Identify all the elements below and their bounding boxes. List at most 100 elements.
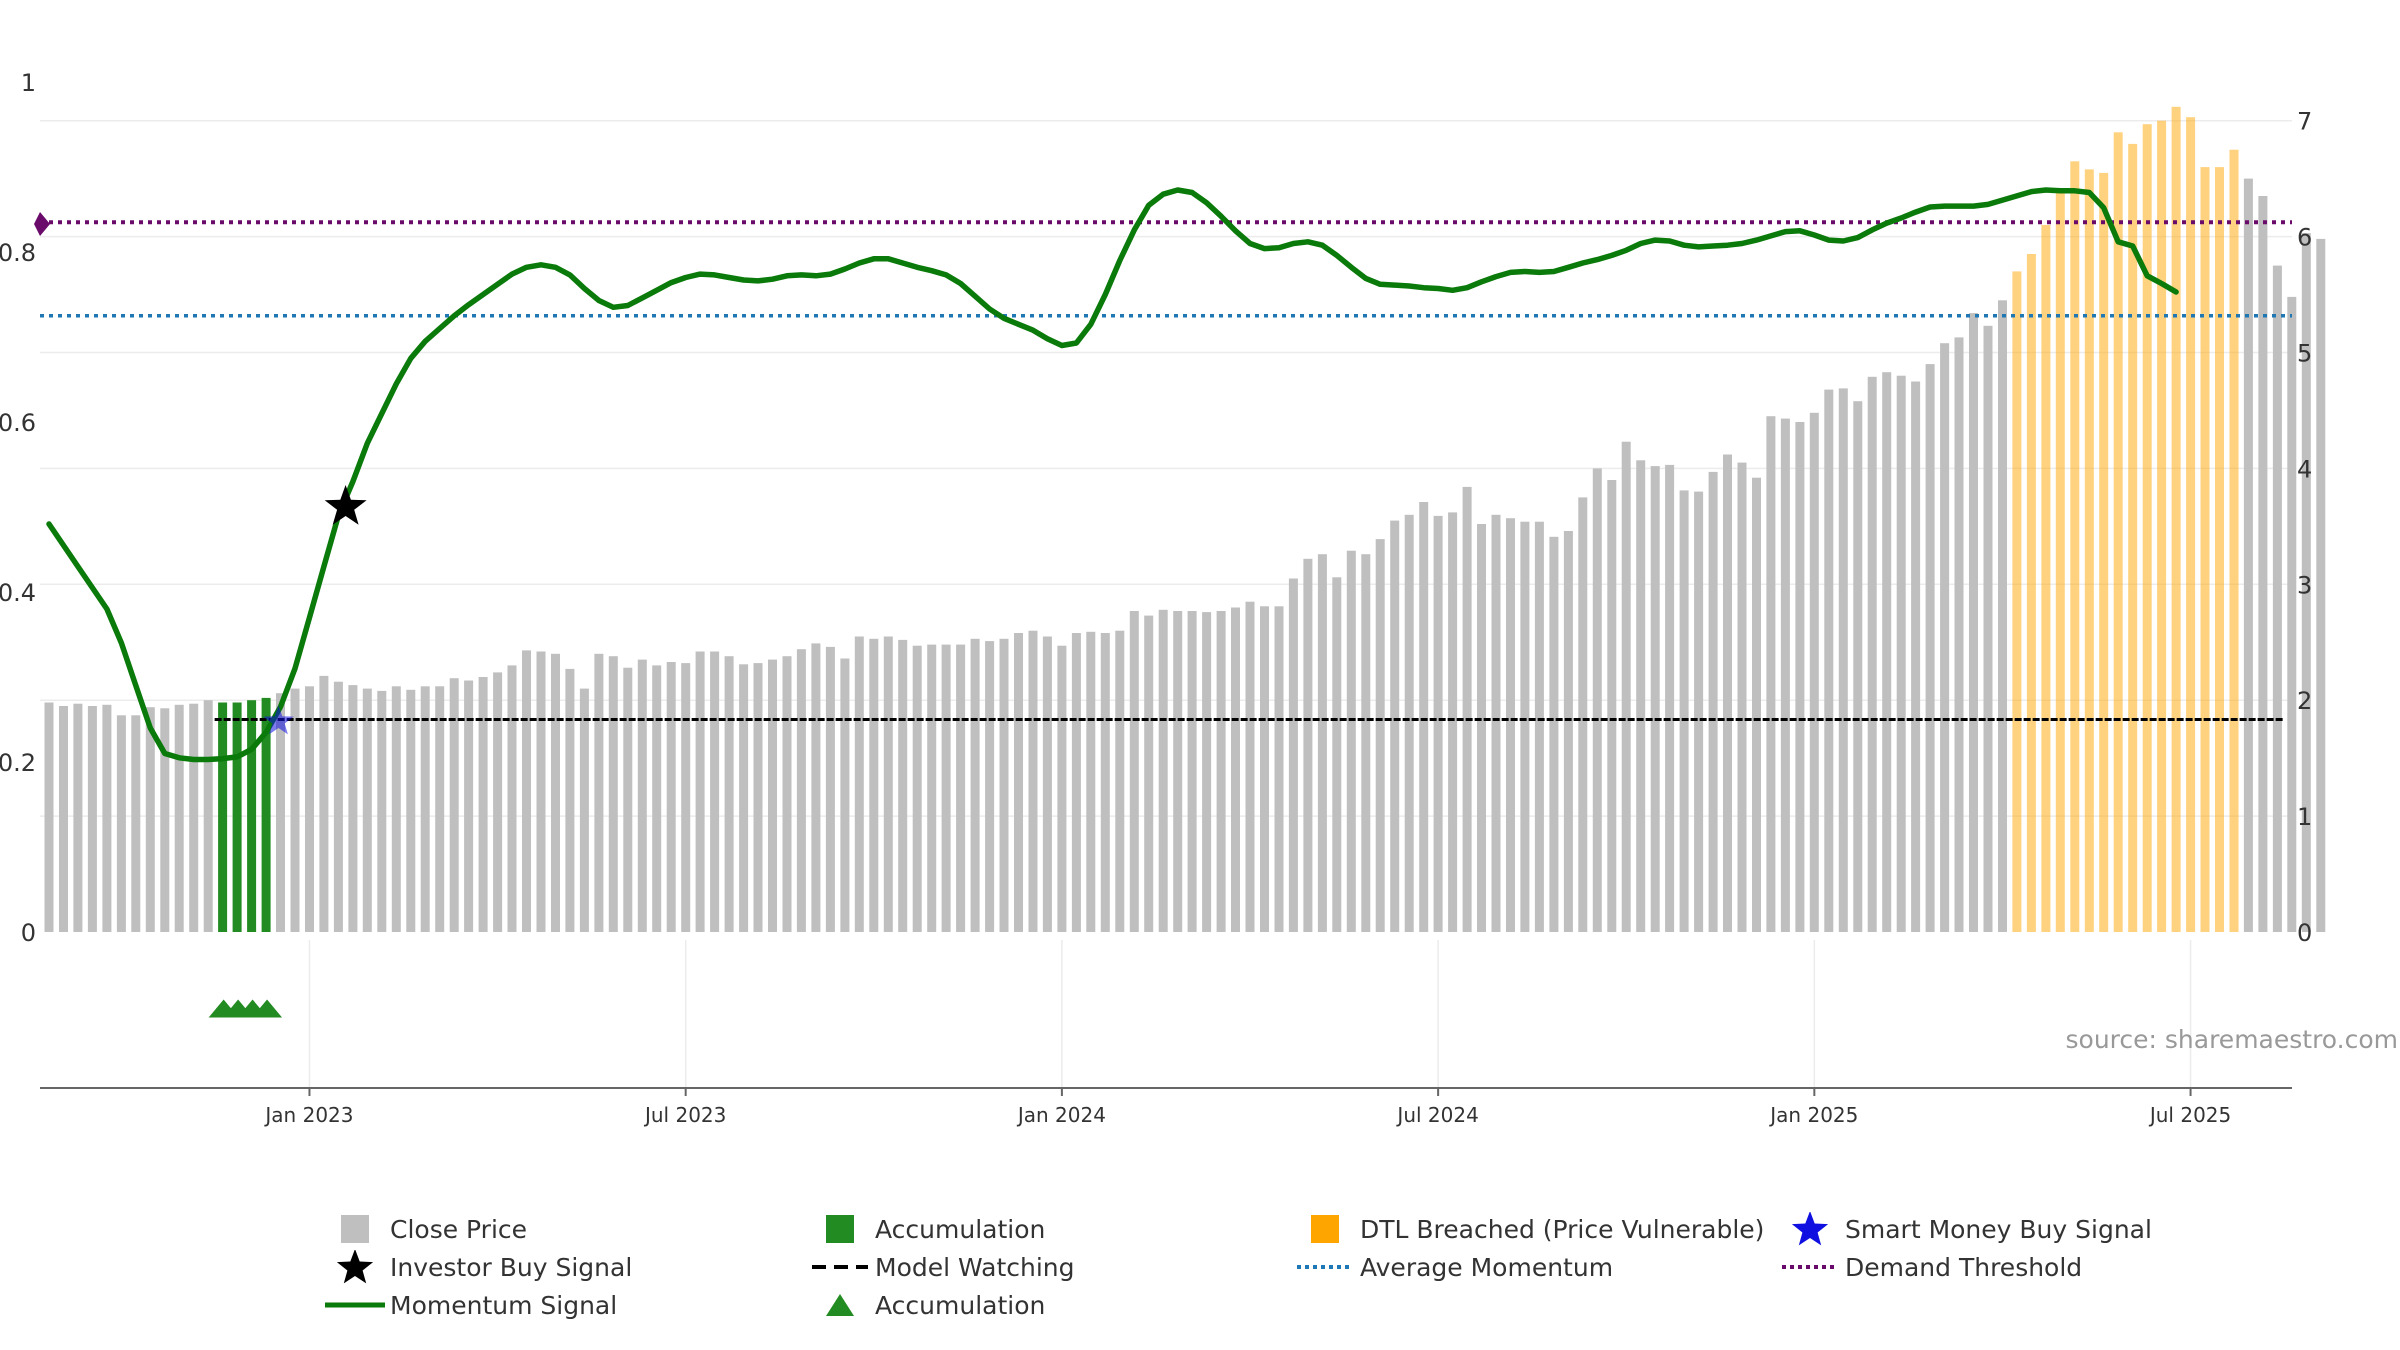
close-price-bar [941,644,951,932]
close-price-bar [1231,607,1240,932]
accumulation-bar [261,697,271,932]
close-price-bar [1752,477,1761,932]
close-price-bar [131,715,141,932]
close-price-bar [1506,518,1515,932]
legend-item: Close Price [320,1212,527,1246]
investor-buy-signal-star [324,485,367,525]
reference-lines [40,220,2292,721]
dtl-breached-bar [2070,161,2080,933]
close-price-bar [1882,372,1892,932]
x-tick-label: Jan 2024 [1016,1103,1106,1127]
close-price-bar [1520,521,1530,932]
dtl-breached-bar [2128,143,2138,932]
legend-label: Demand Threshold [1845,1252,2083,1282]
close-price-bar [753,663,763,932]
legend-label: Accumulation [875,1214,1046,1244]
gridlines [40,119,2292,1088]
close-price-bar [854,636,864,932]
close-price-bar [319,675,329,932]
dtl-breached-bar [2055,190,2065,932]
close-price-bar [2287,296,2297,932]
close-price-bar [377,690,387,932]
legend-label: Momentum Signal [390,1290,618,1320]
close-price-bar [305,686,314,932]
legend-label: DTL Breached (Price Vulnerable) [1360,1214,1765,1244]
legend-item: Demand Threshold [1775,1250,2082,1284]
close-price-bar [551,653,560,932]
close-price-bar [1592,468,1602,932]
dtl-breached-bar [2099,172,2109,932]
close-price-bar [1737,462,1747,932]
signal-markers [34,212,367,1018]
x-tick-label: Jul 2024 [1395,1103,1478,1127]
y-right-tick-label: 5 [2297,340,2312,368]
close-price-bar [1433,515,1443,932]
close-price-bar [1969,313,1978,933]
close-price-bar [174,704,184,932]
y-left-tick-label: 1 [21,69,36,97]
close-price-bar [464,680,474,932]
close-price-bar [1390,520,1400,932]
momentum-signal-line [46,187,2179,763]
close-price-bar [2272,265,2282,933]
close-price-bar [985,641,995,932]
dtl-breached-bar [2171,106,2181,933]
legend-line-icon [325,1302,385,1308]
legend-square-icon [341,1215,369,1243]
close-price-bar [1216,611,1226,932]
y-right-tick-label: 1 [2297,803,2312,831]
close-price-bar [912,645,922,932]
dtl-breached-bar [2157,120,2167,932]
close-price-bar [1578,497,1588,932]
smart-money-buy-signal-star [263,705,294,735]
dtl-breached-bar [2113,132,2123,933]
close-price-bar [1144,615,1154,932]
close-price-bar [1086,631,1096,932]
legend-item: Momentum Signal [320,1288,617,1322]
y-right-tick-label: 0 [2297,919,2312,947]
close-price-bar [883,636,893,932]
close-price-bar [2316,238,2326,932]
close-price-bar [203,700,213,932]
close-price-bar [435,686,445,932]
close-price-bar [796,649,806,932]
close-price-bar [1983,325,1993,932]
close-price-bar [1940,343,1950,932]
close-price-bar [1057,645,1067,932]
close-price-bar [652,665,662,932]
close-price-bar [449,678,459,932]
demand-threshold-marker [34,212,50,236]
close-price-bar [1636,460,1646,932]
close-price-bar [507,665,517,932]
y-left-tick-label: 0.2 [0,749,36,777]
close-price-bar [956,644,966,932]
close-price-bar [579,688,589,932]
y-left-tick-label: 0.4 [0,579,36,607]
close-price-bar [1158,609,1168,932]
legend-item: Accumulation [805,1288,1045,1322]
y-right-tick-label: 3 [2297,571,2312,599]
close-price-bar [666,662,676,932]
close-price-bar [1187,611,1197,932]
close-price-bar [160,708,170,932]
close-price-bar [290,688,300,932]
dtl-breached-bar [2215,167,2224,933]
y-left-tick-label: 0.8 [0,239,36,267]
close-price-bar [681,663,691,932]
close-price-bar [536,651,546,932]
x-tick-label: Jul 2025 [2148,1103,2231,1127]
close-price-bar [1288,578,1298,932]
legend-square-icon [826,1215,854,1243]
close-price-bar [145,707,155,932]
close-price-bar [1665,464,1675,932]
close-price-bar [999,638,1009,932]
close-price-bar [565,668,575,932]
close-price-bar [637,659,647,932]
close-price-bar [927,644,937,932]
legend-label: Investor Buy Signal [390,1252,633,1282]
close-price-bars [44,106,2326,933]
close-price-bar [1173,611,1183,932]
close-price-bar [1853,401,1863,932]
legend-item: Accumulation [805,1212,1045,1246]
